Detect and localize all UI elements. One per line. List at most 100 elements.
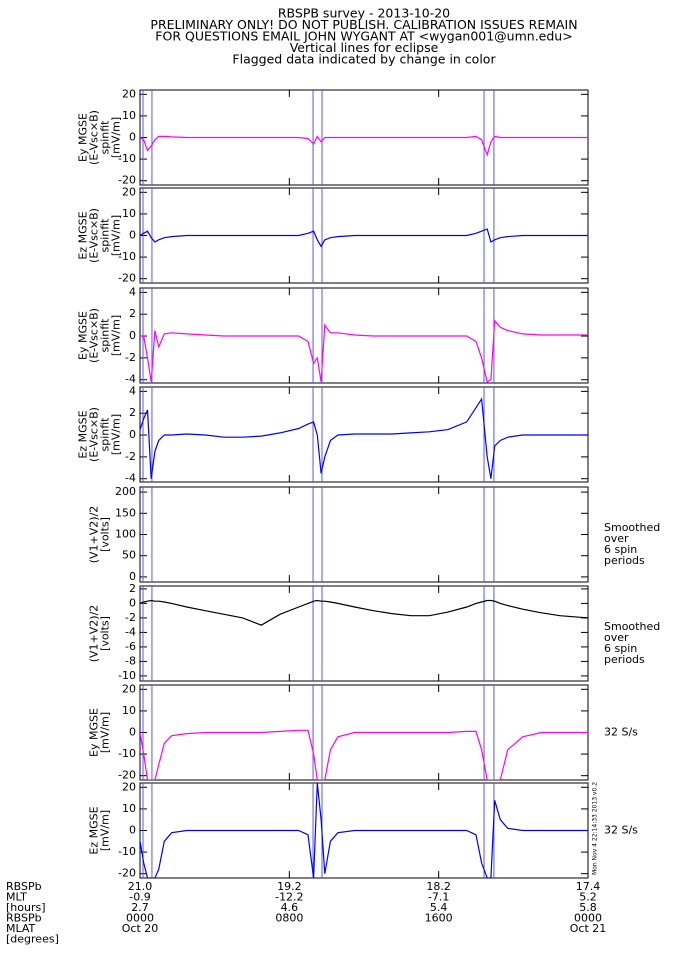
y-tick-label: 10 [122, 207, 136, 220]
y-axis-label: (E-Vsc×B) [88, 407, 101, 462]
y-tick-label: -10 [118, 845, 136, 858]
ephemeris-label: [degrees] [6, 933, 59, 946]
panel-note: 6 spin [604, 543, 637, 556]
panel-note: Smoothed [604, 521, 660, 534]
panel-note: 6 spin [604, 642, 637, 655]
y-tick-label: 20 [122, 780, 136, 793]
y-tick-label: -8 [125, 654, 136, 667]
y-tick-label: -20 [118, 272, 136, 285]
ephemeris-value: -12.2 [275, 891, 303, 904]
panel-note: 32 S/s [604, 824, 638, 837]
y-axis-label: [mV/m] [99, 810, 112, 851]
ephemeris-value: -0.9 [129, 891, 150, 904]
y-tick-label: -4 [125, 472, 136, 485]
y-axis-label: (E-Vsc×B) [88, 208, 101, 263]
y-tick-label: 150 [115, 506, 136, 519]
y-tick-label: 0 [129, 229, 136, 242]
y-axis-label: Ez MGSE [77, 410, 90, 458]
panel-note: periods [604, 653, 645, 666]
ephemeris-label: RBSPb [6, 912, 42, 925]
ephemeris-label: RBSPb [6, 880, 42, 893]
panel-frame [139, 585, 589, 682]
ephemeris-value: 18.2 [426, 880, 451, 893]
y-tick-label: 0 [129, 329, 136, 342]
data-line [140, 599, 588, 626]
y-tick-label: 50 [122, 549, 136, 562]
ephemeris-value: 4.6 [281, 901, 299, 914]
x-tick-label: 0000 [574, 912, 602, 925]
y-axis-label: (E-Vsc×B) [88, 110, 101, 165]
ephemeris-value: 19.2 [277, 880, 302, 893]
y-tick-label: -10 [118, 747, 136, 760]
y-tick-label: 0 [129, 596, 136, 609]
data-line [140, 783, 588, 878]
panel-note: over [604, 532, 629, 545]
ephemeris-label: MLAT [6, 922, 36, 935]
y-tick-label: -2 [125, 611, 136, 624]
y-tick-label: 0 [129, 570, 136, 583]
y-axis-label: Ey MGSE [77, 113, 90, 162]
y-tick-label: 20 [122, 682, 136, 695]
y-tick-label: 0 [129, 428, 136, 441]
y-tick-label: -20 [118, 867, 136, 880]
y-tick-label: 4 [129, 384, 136, 397]
ephemeris-value: 5.4 [430, 901, 448, 914]
y-axis-label: Ey MGSE [77, 311, 90, 360]
panel-note: 32 S/s [604, 726, 638, 739]
ephemeris-value: 21.0 [128, 880, 153, 893]
y-tick-label: -4 [125, 373, 136, 386]
y-axis-label: spinfit [99, 417, 112, 452]
title-line: Flagged data indicated by change in colo… [232, 52, 496, 67]
panel-frame [139, 486, 589, 583]
y-tick-label: 10 [122, 704, 136, 717]
y-axis-label: [mV/m] [110, 215, 123, 256]
y-tick-label: -20 [118, 769, 136, 782]
data-line [140, 135, 588, 157]
data-line [140, 397, 588, 479]
panel-note: Smoothed [604, 620, 660, 633]
y-tick-label: 4 [129, 285, 136, 298]
y-tick-label: -2 [125, 450, 136, 463]
y-tick-label: 0 [129, 726, 136, 739]
x-tick-label: 0800 [275, 912, 303, 925]
y-axis-label: spinfit [99, 120, 112, 155]
stamp: Mon Nov 4 22:14:33 2013 v0.2 [592, 782, 599, 875]
y-axis-label: [mV/m] [110, 414, 123, 455]
y-tick-label: 20 [122, 185, 136, 198]
y-tick-label: -10 [118, 250, 136, 263]
y-axis-label: Ey MGSE [88, 708, 101, 757]
y-axis-label: Ez MGSE [77, 211, 90, 259]
ephemeris-value: -7.1 [428, 891, 449, 904]
y-tick-label: 10 [122, 802, 136, 815]
y-axis-label: [mV/m] [110, 315, 123, 356]
data-line [140, 228, 588, 248]
y-axis-label: spinfit [99, 218, 112, 253]
x-tick-label: 0000 [126, 912, 154, 925]
y-axis-label: Ez MGSE [88, 806, 101, 854]
y-tick-label: 200 [115, 485, 136, 498]
panel-note: periods [604, 554, 645, 567]
date-label: Oct 21 [570, 922, 607, 935]
y-tick-label: -20 [118, 174, 136, 187]
title-line: RBSPB survey - 2013-10-20 [278, 6, 450, 21]
y-axis-label: [mV/m] [110, 117, 123, 158]
ephemeris-value: 17.4 [576, 880, 601, 893]
y-axis-label: [mV/m] [99, 712, 112, 753]
y-tick-label: -4 [125, 625, 136, 638]
y-axis-label: (V1+V2)/2 [88, 605, 101, 663]
y-tick-label: 0 [129, 824, 136, 837]
ephemeris-value: 2.7 [131, 901, 149, 914]
y-tick-label: -6 [125, 640, 136, 653]
ephemeris-label: [hours] [6, 901, 46, 914]
ephemeris-value: 5.8 [579, 901, 597, 914]
y-tick-label: 10 [122, 109, 136, 122]
x-tick-label: 1600 [425, 912, 453, 925]
y-tick-label: -2 [125, 351, 136, 364]
y-tick-label: -10 [118, 152, 136, 165]
y-tick-label: 2 [129, 307, 136, 320]
y-axis-label: [volts] [99, 616, 112, 651]
data-line [140, 729, 588, 780]
panel-note: over [604, 631, 629, 644]
y-tick-label: 0 [129, 131, 136, 144]
